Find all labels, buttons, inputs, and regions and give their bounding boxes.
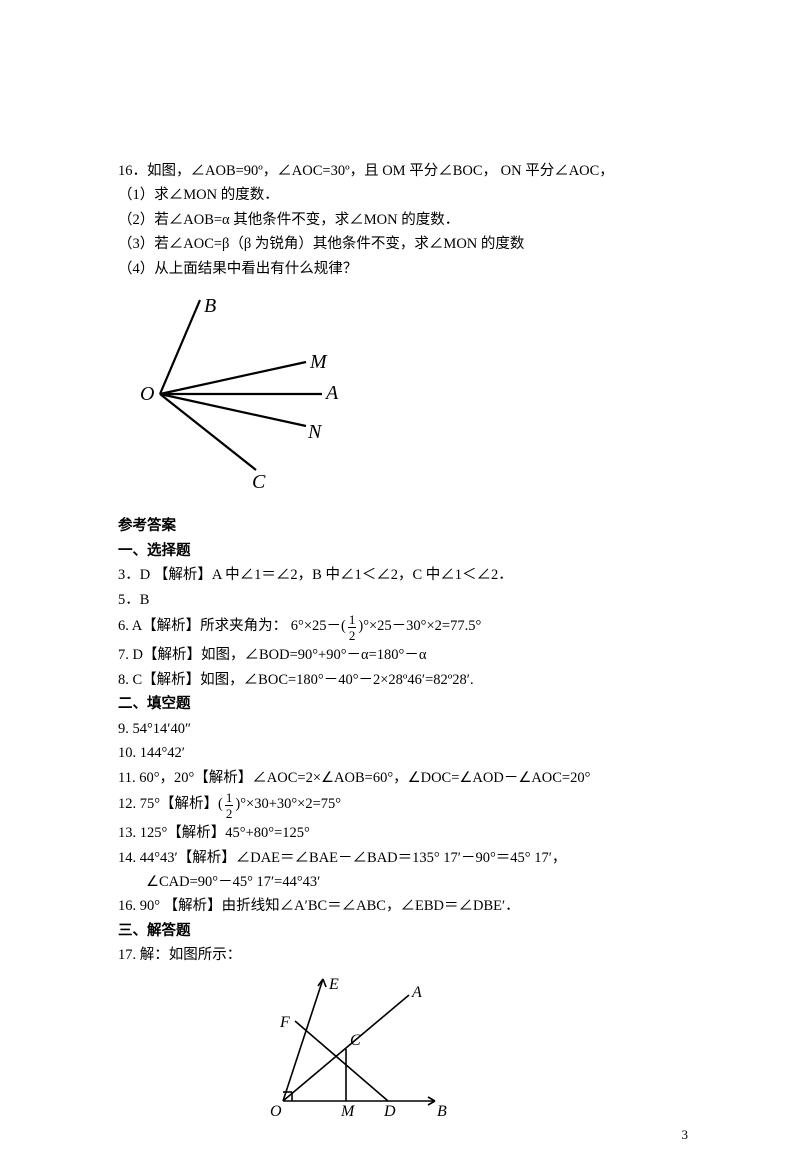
- answer-7: 7. D【解析】如图，∠BOD=90°+90°－α=180°－α: [118, 644, 688, 666]
- label-E: E: [328, 976, 339, 993]
- q16-sub3: （3）若∠AOC=β（β 为锐角）其他条件不变，求∠MON 的度数: [118, 233, 688, 255]
- q16-sub4: （4）从上面结果中看出有什么规律？: [118, 258, 688, 280]
- answer-9: 9. 54°14′40″: [118, 718, 688, 740]
- label-C: C: [252, 471, 266, 489]
- frac-num-b: 1: [225, 791, 234, 806]
- answer-13: 13. 125°【解析】45°+80°=125°: [118, 822, 688, 844]
- label-Bx: B: [437, 1103, 447, 1120]
- answer-12-pre: 12. 75°【解析】(: [118, 796, 223, 812]
- arrow-e2: [323, 979, 326, 987]
- frac-den: 2: [348, 628, 357, 642]
- label-D: D: [383, 1103, 396, 1120]
- answer-5: 5．B: [118, 589, 688, 611]
- label-B: B: [204, 295, 216, 317]
- ray-OM: [160, 362, 306, 394]
- q16-sub2: （2）若∠AOB=α 其他条件不变，求∠MON 的度数．: [118, 209, 688, 231]
- answer-12: 12. 75°【解析】(12)°×30+30°×2=75°: [118, 791, 688, 820]
- seg-FD: [295, 1021, 388, 1101]
- section-1-title: 一、选择题: [118, 540, 688, 562]
- label-N: N: [307, 421, 323, 443]
- answers-title: 参考答案: [118, 515, 688, 537]
- label-C: C: [350, 1032, 361, 1049]
- answer-14a: 14. 44°43′【解析】∠DAE＝∠BAE－∠BAD＝135° 17′－90…: [118, 847, 688, 869]
- frac-num: 1: [348, 613, 357, 628]
- ray-OB: [160, 300, 200, 394]
- answer-10: 10. 144°42′: [118, 742, 688, 764]
- answer-3: 3．D 【解析】A 中∠1＝∠2，B 中∠1＜∠2，C 中∠1＜∠2．: [118, 564, 688, 586]
- answer-17: 17. 解：如图所示：: [118, 944, 688, 966]
- q16-line1: 16．如图，∠AOB=90º，∠AOC=30º，且 OM 平分∠BOC， ON …: [118, 160, 688, 182]
- answer-11: 11. 60°，20°【解析】∠AOC=2×∠AOB=60°，∠DOC=∠AOD…: [118, 767, 688, 789]
- label-A: A: [324, 382, 339, 404]
- section-3-title: 三、解答题: [118, 920, 688, 942]
- frac-den-b: 2: [225, 806, 234, 820]
- answer-6: 6. A【解析】所求夹角为： 6°×25－(12)°×25－30°×2=77.5…: [118, 613, 688, 642]
- section-2-title: 二、填空题: [118, 693, 688, 715]
- answer-6-post: )°×25－30°×2=77.5°: [358, 618, 481, 634]
- frac-1-2-a: 12: [348, 613, 357, 642]
- answer-8: 8. C【解析】如图，∠BOC=180°－40°－2×28º46′=82º28′…: [118, 669, 688, 691]
- label-O: O: [140, 383, 154, 405]
- page-number: 3: [682, 1125, 689, 1145]
- answer-14b: ∠CAD=90°－45° 17′=44°43′: [118, 871, 688, 893]
- label-O: O: [270, 1103, 282, 1120]
- figure-q16: B MAN C O: [136, 294, 688, 489]
- answer-12-post: )°×30+30°×2=75°: [235, 796, 341, 812]
- figure-a17: E F A C O M D B: [253, 971, 688, 1123]
- label-M: M: [309, 351, 328, 373]
- figure-q16-svg: B MAN C O: [136, 294, 346, 489]
- frac-1-2-b: 12: [225, 791, 234, 820]
- label-M: M: [340, 1103, 356, 1120]
- label-F: F: [279, 1014, 290, 1031]
- answer-16: 16. 90° 【解析】由折线知∠A′BC＝∠ABC，∠EBD＝∠DBE′．: [118, 895, 688, 917]
- answer-6-pre: 6. A【解析】所求夹角为： 6°×25－(: [118, 618, 346, 634]
- figure-a17-svg: E F A C O M D B: [253, 971, 453, 1123]
- label-A: A: [411, 984, 422, 1001]
- q16-sub1: （1）求∠MON 的度数．: [118, 184, 688, 206]
- page: 16．如图，∠AOB=90º，∠AOC=30º，且 OM 平分∠BOC， ON …: [0, 0, 800, 1167]
